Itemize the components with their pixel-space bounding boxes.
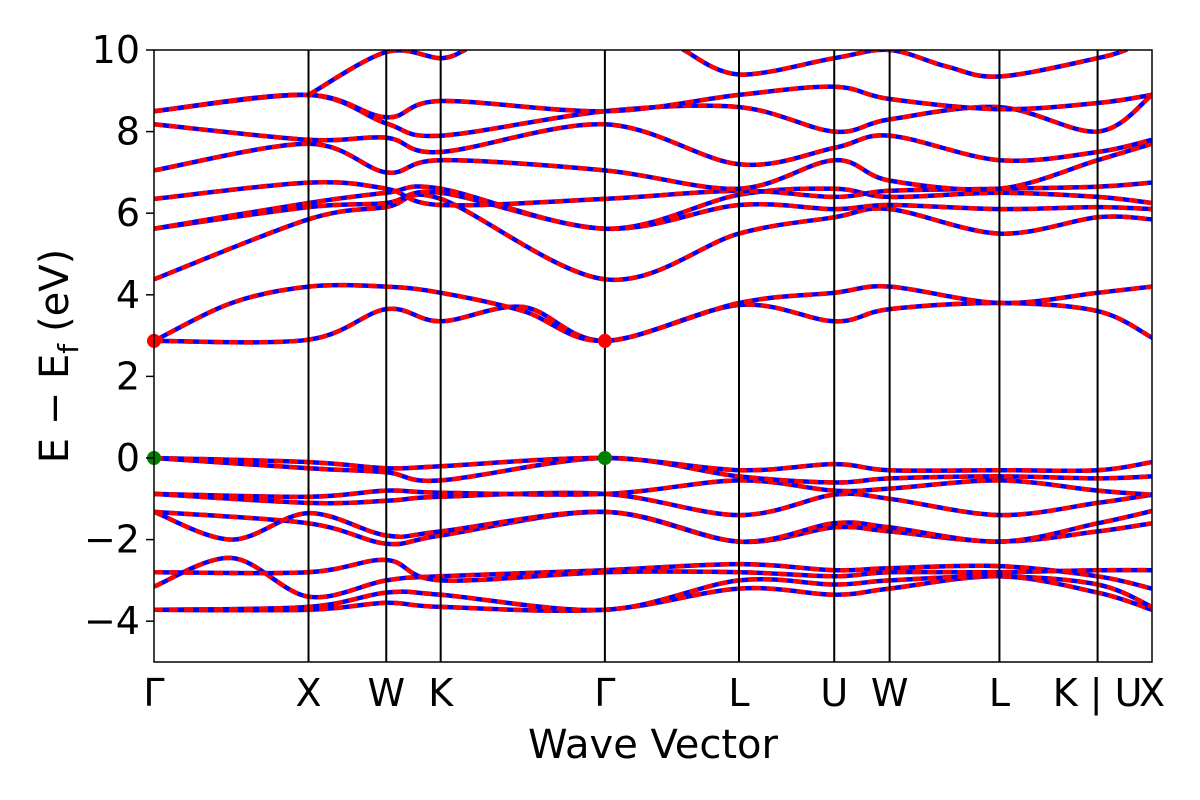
band-edge-markers bbox=[147, 333, 612, 465]
band-8-overlay-line bbox=[154, 478, 1152, 500]
band-20-overlay-line bbox=[154, 84, 1152, 120]
x-tick-label-5: Γ bbox=[594, 671, 615, 715]
band-10-overlay-line bbox=[154, 455, 1152, 474]
band-2-overlay-line bbox=[154, 573, 1152, 613]
band-11-base-line bbox=[154, 300, 1152, 345]
y-tick-label-6: 6 bbox=[116, 191, 140, 235]
y-tick-label-5: 4 bbox=[116, 273, 140, 317]
band-14-overlay-line bbox=[154, 189, 1152, 231]
band-3-overlay-line bbox=[154, 555, 1152, 600]
y-tick-label-1: −4 bbox=[84, 599, 140, 643]
band-19-base-line bbox=[154, 92, 1152, 139]
band-11-overlay-line bbox=[154, 300, 1152, 345]
y-tick-label-7: 8 bbox=[116, 110, 140, 154]
x-tick-label-2: X bbox=[295, 671, 321, 715]
x-tick-label-1: Γ bbox=[143, 671, 164, 715]
band-21-overlay-line bbox=[307, 50, 466, 97]
band-20-base-line bbox=[154, 84, 1152, 120]
band-15-overlay-line bbox=[154, 184, 1152, 231]
y-tick-label-2: −2 bbox=[84, 518, 140, 562]
y-tick-label-4: 2 bbox=[116, 354, 140, 398]
band-4-overlay-line bbox=[154, 557, 1152, 583]
x-tick-label-9: L bbox=[989, 671, 1010, 715]
band-12-base-line bbox=[154, 282, 1152, 344]
x-tick-label-8: W bbox=[871, 671, 909, 715]
band-lines bbox=[154, 50, 1152, 614]
x-tick-label-6: L bbox=[728, 671, 749, 715]
y-tick-label-3: 0 bbox=[116, 436, 140, 480]
kpoint-dividers bbox=[307, 50, 1099, 662]
plot-frame bbox=[153, 49, 1153, 663]
x-tick-label-7: U bbox=[820, 671, 848, 715]
x-tick-label-11: X bbox=[1139, 671, 1165, 715]
band-17-overlay-line bbox=[154, 141, 1152, 192]
cbm-marker-2 bbox=[597, 333, 612, 348]
band-19-overlay-line bbox=[154, 92, 1152, 139]
y-axis-label-unit: (eV) bbox=[32, 249, 78, 332]
band-22-overlay-line bbox=[682, 50, 1127, 79]
x-tick-label-10: K | U bbox=[1053, 671, 1143, 716]
vbm-marker-2 bbox=[597, 451, 612, 465]
band-13-overlay-line bbox=[154, 192, 1152, 283]
y-axis: −4 −2 0 2 4 6 8 10 bbox=[84, 28, 154, 643]
band-18-overlay-line bbox=[154, 122, 1152, 168]
x-tick-label-3: W bbox=[367, 671, 405, 715]
band-7-overlay-line bbox=[154, 490, 1152, 518]
y-axis-label-subscript: f bbox=[52, 343, 85, 354]
band-6-overlay-line bbox=[154, 508, 1152, 544]
y-axis-label: E − Ef (eV) bbox=[32, 249, 85, 464]
x-tick-label-4: K bbox=[428, 671, 454, 715]
y-axis-label-main: E − E bbox=[32, 354, 78, 464]
x-axis-label: Wave Vector bbox=[528, 722, 779, 768]
y-tick-label-8: 10 bbox=[92, 28, 140, 72]
band-9-overlay-line bbox=[154, 455, 1152, 485]
